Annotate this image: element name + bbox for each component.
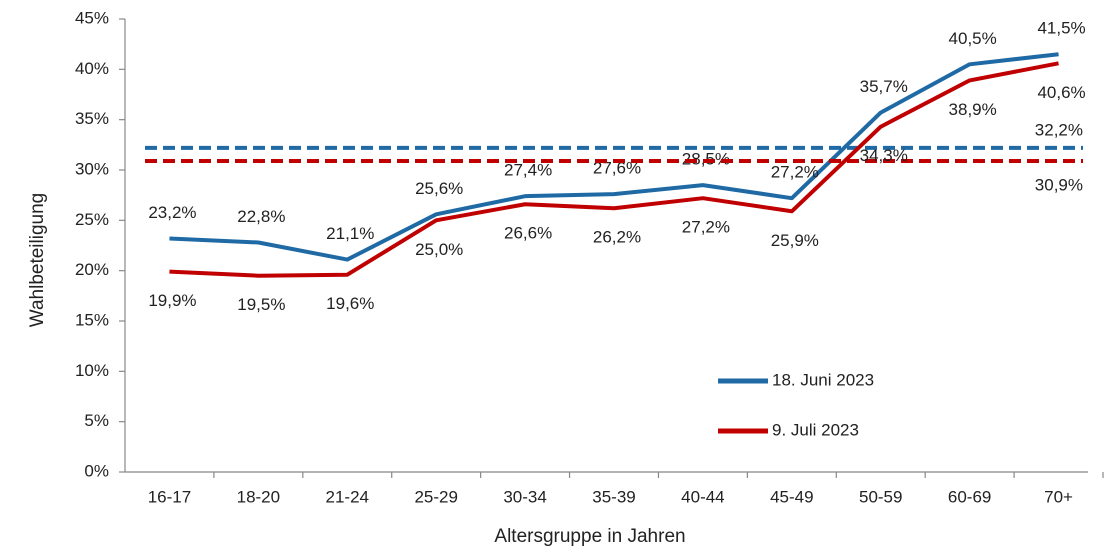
- data-label: 25,0%: [415, 240, 463, 259]
- series-line: [169, 61, 1059, 278]
- data-label: 22,8%: [237, 207, 285, 226]
- y-tick-label: 35%: [75, 109, 109, 128]
- data-label: 26,2%: [593, 228, 641, 247]
- data-label: 27,2%: [771, 163, 819, 182]
- x-tick-label: 50-59: [859, 487, 902, 506]
- x-tick-label: 40-44: [681, 487, 724, 506]
- y-tick-label: 15%: [75, 310, 109, 329]
- x-axis-title: Altersgruppe in Jahren: [494, 526, 685, 547]
- y-tick-label: 30%: [75, 159, 109, 178]
- x-tick-label: 60-69: [948, 487, 991, 506]
- data-label: 35,7%: [860, 77, 908, 96]
- data-label: 38,9%: [949, 100, 997, 119]
- legend-label: 18. Juni 2023: [772, 370, 874, 389]
- y-tick-label: 5%: [84, 411, 109, 430]
- x-tick-label: 45-49: [770, 487, 813, 506]
- data-label: 40,5%: [949, 29, 997, 48]
- x-tick-label: 18-20: [237, 487, 280, 506]
- legend-label: 9. Juli 2023: [772, 420, 859, 439]
- data-label: 27,2%: [682, 218, 730, 237]
- y-tick-label: 0%: [84, 461, 109, 480]
- x-tick-label: 30-34: [503, 487, 546, 506]
- data-label: 19,5%: [237, 295, 285, 314]
- data-label: 21,1%: [326, 224, 374, 243]
- x-tick-label: 25-29: [414, 487, 457, 506]
- x-tick-label: 16-17: [148, 487, 191, 506]
- y-tick-label: 40%: [75, 59, 109, 78]
- series-line: [169, 52, 1059, 262]
- y-tick-label: 25%: [75, 210, 109, 229]
- data-label: 25,6%: [415, 179, 463, 198]
- data-label: 41,5%: [1037, 19, 1085, 38]
- data-label: 19,6%: [326, 294, 374, 313]
- data-label: 27,6%: [593, 159, 641, 178]
- y-tick-label: 20%: [75, 260, 109, 279]
- data-label: 23,2%: [148, 203, 196, 222]
- x-tick-label: 70+: [1044, 487, 1073, 506]
- data-label: 19,9%: [148, 291, 196, 310]
- y-tick-label: 45%: [75, 8, 109, 27]
- y-axis-title: Wahlbeteiligung: [27, 193, 48, 328]
- data-label: 34,3%: [860, 146, 908, 165]
- data-label: 26,6%: [504, 224, 552, 243]
- x-tick-label: 21-24: [326, 487, 369, 506]
- data-label: 25,9%: [771, 231, 819, 250]
- y-tick-label: 10%: [75, 361, 109, 380]
- x-tick-label: 35-39: [592, 487, 635, 506]
- average-label: 32,2%: [1035, 120, 1083, 139]
- data-label: 40,6%: [1037, 83, 1085, 102]
- average-label: 30,9%: [1035, 175, 1083, 194]
- data-label: 27,4%: [504, 161, 552, 180]
